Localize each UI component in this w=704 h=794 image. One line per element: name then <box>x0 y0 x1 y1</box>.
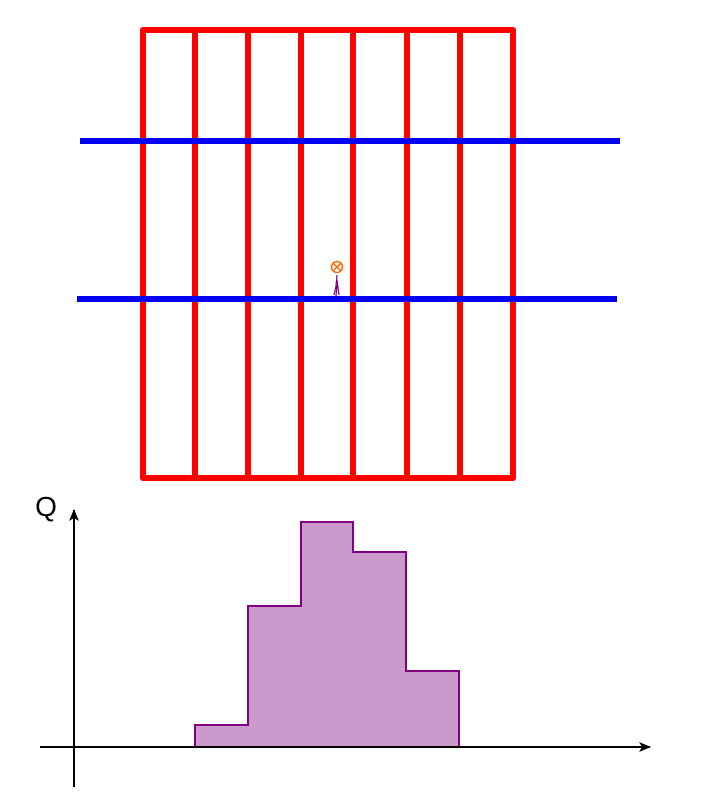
blue-lines <box>77 138 620 302</box>
particle-cross <box>332 262 342 272</box>
charge-histogram <box>194 521 460 748</box>
strip-grid <box>140 27 516 481</box>
particle-track <box>333 274 340 297</box>
axis-label: Q <box>35 491 57 522</box>
strip-frame <box>140 27 516 481</box>
particle <box>330 260 344 297</box>
particle-marker <box>330 260 344 274</box>
